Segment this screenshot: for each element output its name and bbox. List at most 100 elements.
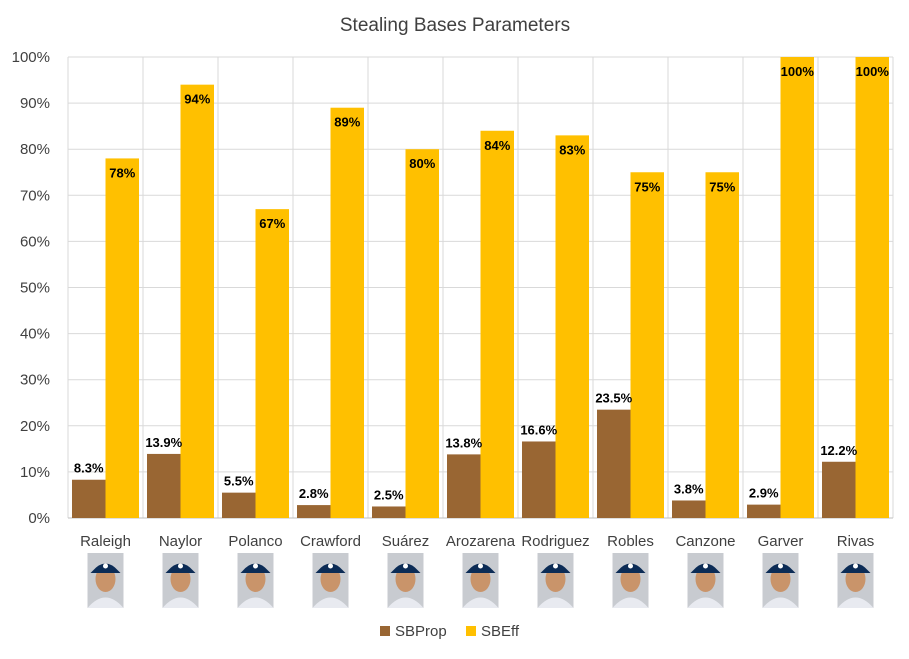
data-label-sbprop: 3.8%: [674, 481, 704, 496]
bar-sbeff-0: [105, 158, 139, 519]
y-tick-label: 70%: [20, 187, 50, 204]
jersey-shape: [462, 597, 499, 608]
data-label-sbeff: 80%: [409, 156, 435, 171]
bar-sbeff-4: [405, 149, 439, 518]
bar-sbeff-1: [180, 84, 214, 518]
bar-sbeff-3: [330, 107, 364, 519]
data-label-sbeff: 94%: [184, 92, 210, 107]
player-photo: [537, 553, 574, 608]
player-photo: [762, 553, 799, 608]
data-label-sbeff: 75%: [709, 179, 735, 194]
cap-logo-shape: [778, 563, 783, 569]
data-label-sbprop: 2.9%: [749, 486, 779, 501]
player-photo: [462, 553, 499, 608]
cap-logo-shape: [853, 563, 858, 569]
legend-label-sbeff: SBEff: [481, 623, 520, 640]
cap-logo-shape: [553, 563, 558, 569]
jersey-shape: [387, 597, 424, 608]
x-category-label: Rivas: [837, 533, 875, 550]
bar-sbprop-1: [147, 453, 181, 518]
x-category-label: Canzone: [675, 533, 735, 550]
data-label-sbprop: 13.8%: [445, 435, 482, 450]
data-labels: 8.3% 78% 13.9% 94% 5.5% 67% 2.8% 89% 2.5% 80% 13.8…: [74, 64, 889, 502]
x-category-label: Robles: [607, 533, 654, 550]
y-tick-label: 60%: [20, 233, 50, 250]
x-category-label: Rodriguez: [521, 533, 589, 550]
bar-sbprop-7: [597, 409, 631, 518]
y-axis-ticks: 0% 10% 20% 30% 40% 50% 60% 70% 80% 90% 100%: [12, 49, 50, 527]
x-category-label: Crawford: [300, 533, 361, 550]
data-label-sbprop: 16.6%: [520, 422, 557, 437]
player-avatars: [87, 553, 874, 608]
data-label-sbprop: 2.5%: [374, 487, 404, 502]
data-label-sbeff: 89%: [334, 115, 360, 130]
jersey-shape: [837, 597, 874, 608]
bar-sbprop-0: [72, 479, 106, 518]
player-photo: [687, 553, 724, 608]
data-label-sbeff: 75%: [634, 179, 660, 194]
jersey-shape: [162, 597, 199, 608]
y-tick-label: 90%: [20, 95, 50, 112]
bar-sbeff-2: [255, 209, 289, 518]
jersey-shape: [237, 597, 274, 608]
y-tick-label: 80%: [20, 141, 50, 158]
x-category-label: Naylor: [159, 533, 202, 550]
bar-sbprop-4: [372, 506, 406, 518]
legend-swatch-sbeff: [466, 626, 476, 636]
bar-sbprop-8: [672, 500, 706, 518]
player-photo: [162, 553, 199, 608]
bar-sbeff-10: [855, 57, 889, 518]
bar-sbprop-6: [522, 441, 556, 518]
legend-label-sbprop: SBProp: [395, 623, 447, 640]
bar-sbeff-5: [480, 130, 514, 518]
jersey-shape: [87, 597, 124, 608]
cap-logo-shape: [178, 563, 183, 569]
cap-logo-shape: [628, 563, 633, 569]
bar-sbprop-5: [447, 454, 481, 518]
bar-sbprop-2: [222, 492, 256, 518]
y-tick-label: 50%: [20, 280, 50, 297]
player-photo: [237, 553, 274, 608]
data-label-sbeff: 83%: [559, 142, 585, 157]
bar-sbeff-8: [705, 172, 739, 518]
cap-logo-shape: [253, 563, 258, 569]
cap-logo-shape: [403, 563, 408, 569]
bar-sbprop-10: [822, 461, 856, 518]
player-photo: [612, 553, 649, 608]
player-photo: [87, 553, 124, 608]
cap-logo-shape: [478, 563, 483, 569]
jersey-shape: [537, 597, 574, 608]
cap-logo-shape: [703, 563, 708, 569]
bar-sbeff-9: [780, 57, 814, 518]
data-label-sbprop: 2.8%: [299, 486, 329, 501]
x-axis-categories: Raleigh Naylor Polanco Crawford Suárez Arozar…: [80, 533, 874, 550]
player-photo: [387, 553, 424, 608]
legend-swatch-sbprop: [380, 626, 390, 636]
y-tick-label: 30%: [20, 372, 50, 389]
data-label-sbprop: 12.2%: [820, 443, 857, 458]
jersey-shape: [612, 597, 649, 608]
data-label-sbprop: 13.9%: [145, 435, 182, 450]
x-category-label: Garver: [758, 533, 804, 550]
bar-sbprop-3: [297, 505, 331, 518]
player-photo: [837, 553, 874, 608]
x-category-label: Arozarena: [446, 533, 516, 550]
jersey-shape: [762, 597, 799, 608]
data-label-sbeff: 84%: [484, 138, 510, 153]
player-photo: [312, 553, 349, 608]
y-tick-label: 20%: [20, 418, 50, 435]
cap-logo-shape: [103, 563, 108, 569]
data-label-sbeff: 100%: [781, 64, 815, 79]
x-category-label: Suárez: [382, 533, 430, 550]
x-category-label: Raleigh: [80, 533, 131, 550]
data-label-sbprop: 8.3%: [74, 461, 104, 476]
y-tick-label: 40%: [20, 326, 50, 343]
bar-sbeff-7: [630, 172, 664, 518]
y-tick-label: 10%: [20, 464, 50, 481]
data-label-sbeff: 67%: [259, 216, 285, 231]
data-label-sbprop: 23.5%: [595, 391, 632, 406]
chart-title: Stealing Bases Parameters: [340, 15, 570, 36]
jersey-shape: [687, 597, 724, 608]
